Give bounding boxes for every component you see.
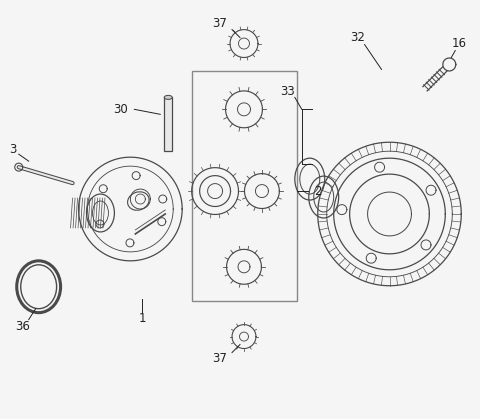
Bar <box>164 97 172 151</box>
Text: 30: 30 <box>113 103 128 116</box>
Text: 33: 33 <box>280 85 295 98</box>
Ellipse shape <box>164 96 172 99</box>
Text: 37: 37 <box>213 17 228 30</box>
Text: 2: 2 <box>314 184 322 198</box>
Text: 3: 3 <box>9 143 16 156</box>
Text: 1: 1 <box>139 312 146 325</box>
Text: 16: 16 <box>452 37 467 50</box>
Text: 37: 37 <box>213 352 228 365</box>
Bar <box>192 72 297 301</box>
Text: 36: 36 <box>15 320 30 333</box>
Text: 32: 32 <box>350 31 365 44</box>
